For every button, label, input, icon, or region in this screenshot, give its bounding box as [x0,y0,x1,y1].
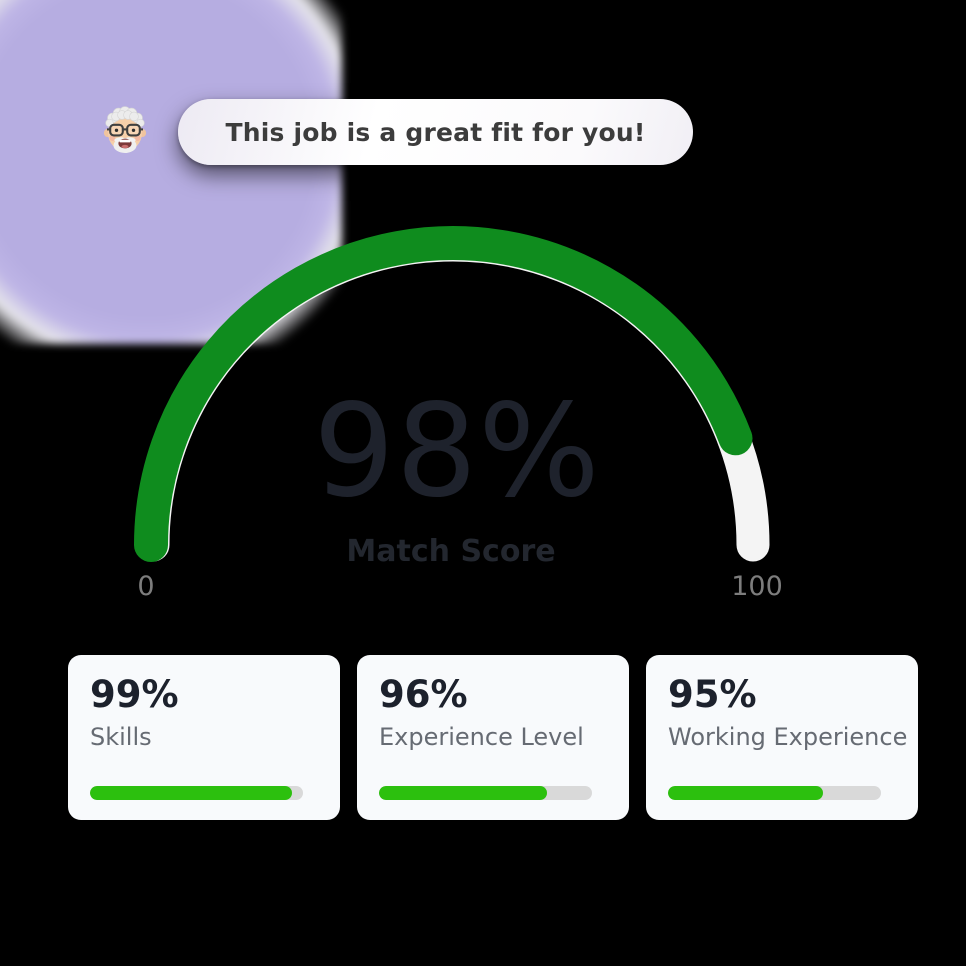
score-card-working-experience: 95% Working Experience [646,655,918,820]
gauge-fill-arc [134,226,753,562]
gauge-min-tick-label: 0 [137,571,155,602]
card-label: Skills [90,723,152,752]
card-value: 95% [668,673,757,716]
old-man-memoji-avatar [103,106,147,153]
progress-bar-fill [379,786,548,800]
card-label: Working Experience [668,723,908,752]
speech-bubble-text: This job is a great fit for you! [225,117,646,147]
card-value: 99% [90,673,179,716]
score-card-skills: 99% Skills [68,655,340,820]
card-label: Experience Level [379,723,584,752]
progress-bar-track [379,786,592,800]
progress-bar-track [668,786,881,800]
card-value: 96% [379,673,468,716]
progress-bar-fill [90,786,293,800]
gauge-value: 98% [313,377,601,526]
gauge-max-tick-label: 100 [731,571,783,602]
speech-bubble: This job is a great fit for you! [178,99,693,165]
progress-bar-track [90,786,303,800]
gauge-title: Match Score [346,534,556,569]
progress-bar-fill [668,786,824,800]
score-card-experience-level: 96% Experience Level [357,655,629,820]
sub-score-cards: 99% Skills 96% Experience Level 95% Work… [68,655,918,820]
